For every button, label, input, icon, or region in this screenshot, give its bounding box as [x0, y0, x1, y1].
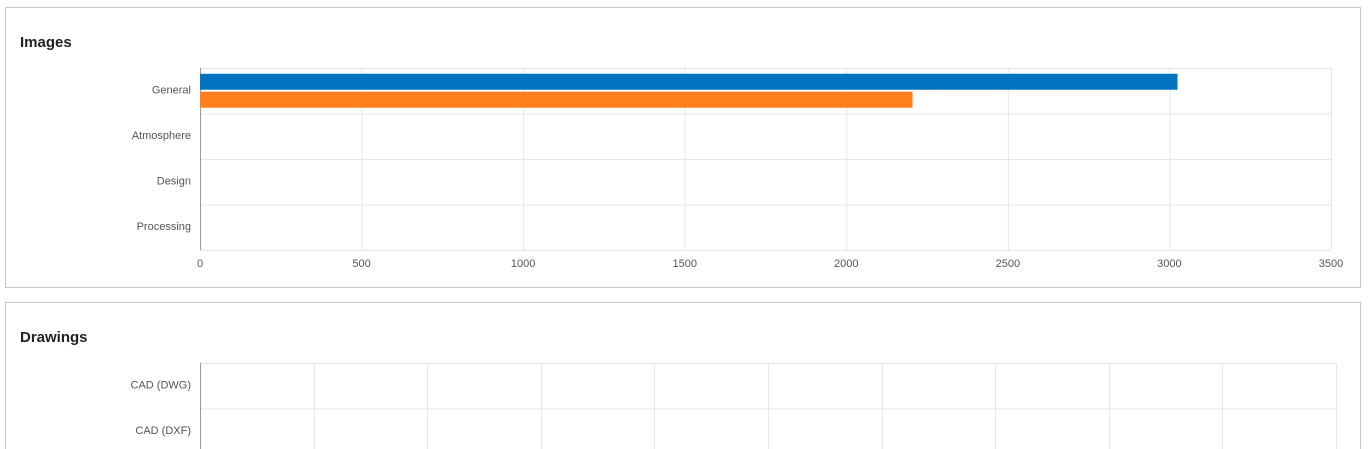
- y-tick-label: CAD (DXF): [135, 425, 191, 437]
- x-tick-label: 3500: [1319, 258, 1343, 270]
- x-tick-label: 2500: [996, 258, 1020, 270]
- bar: [200, 73, 1178, 90]
- x-tick-label: 2000: [834, 258, 858, 270]
- x-tick-label: 0: [197, 258, 203, 270]
- x-tick-label: 1500: [672, 258, 696, 270]
- bar: [200, 91, 913, 108]
- panel-title: Images: [20, 34, 72, 51]
- y-tick-label: General: [152, 85, 191, 97]
- panel: [5, 302, 1361, 449]
- x-tick-label: 1000: [511, 258, 535, 270]
- y-tick-label: CAD (DWG): [131, 380, 192, 392]
- panel: [5, 7, 1361, 288]
- panel-title: Drawings: [20, 329, 88, 346]
- x-tick-label: 3000: [1157, 258, 1181, 270]
- y-tick-label: Atmosphere: [132, 130, 191, 142]
- x-tick-label: 500: [352, 258, 370, 270]
- y-tick-label: Processing: [137, 221, 191, 233]
- y-tick-label: Design: [157, 176, 191, 188]
